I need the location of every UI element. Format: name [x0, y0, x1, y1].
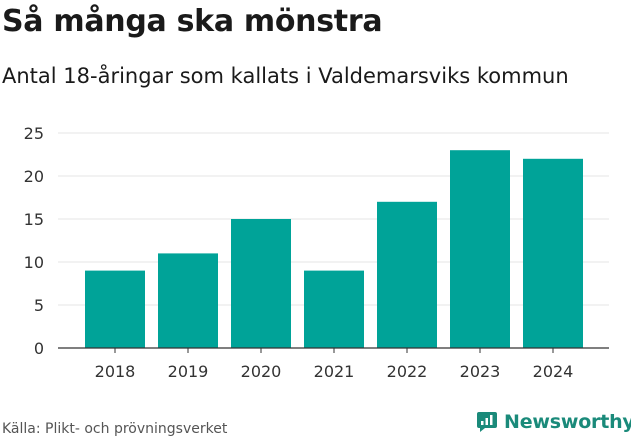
newsworthy-logo[interactable]: Newsworthy: [476, 407, 631, 437]
bar-2021: [304, 270, 364, 348]
y-tick-label-20: 20: [24, 167, 44, 186]
bar-2020: [231, 219, 291, 348]
x-tick-label-2019: 2019: [168, 362, 209, 381]
bar-2023: [450, 150, 510, 348]
chart-subtitle: Antal 18-åringar som kallats i Valdemars…: [2, 64, 569, 88]
x-tick-label-2020: 2020: [241, 362, 282, 381]
x-tick-label-2018: 2018: [95, 362, 136, 381]
bar-2019: [158, 253, 218, 348]
chart-title: Så många ska mönstra: [2, 4, 383, 39]
bar-chart: 0 5 10 15 20 25 2018 2019 2020 2021 2022 2023 2024: [24, 124, 609, 381]
bar-2018: [85, 270, 145, 348]
newsworthy-logo-icon: [477, 412, 497, 432]
y-tick-label-0: 0: [34, 339, 44, 358]
y-tick-label-10: 10: [24, 253, 44, 272]
y-tick-label-25: 25: [24, 124, 44, 143]
x-tick-label-2022: 2022: [387, 362, 428, 381]
x-tick-label-2021: 2021: [314, 362, 355, 381]
x-tick-label-2024: 2024: [533, 362, 574, 381]
y-tick-label-15: 15: [24, 210, 44, 229]
brand-name: Newsworthy: [504, 411, 631, 433]
y-tick-label-5: 5: [34, 296, 44, 315]
x-tick-label-2023: 2023: [460, 362, 501, 381]
bar-2024: [523, 158, 583, 348]
source-note: Källa: Plikt- och prövningsverket: [2, 421, 228, 437]
bar-2022: [377, 201, 437, 348]
